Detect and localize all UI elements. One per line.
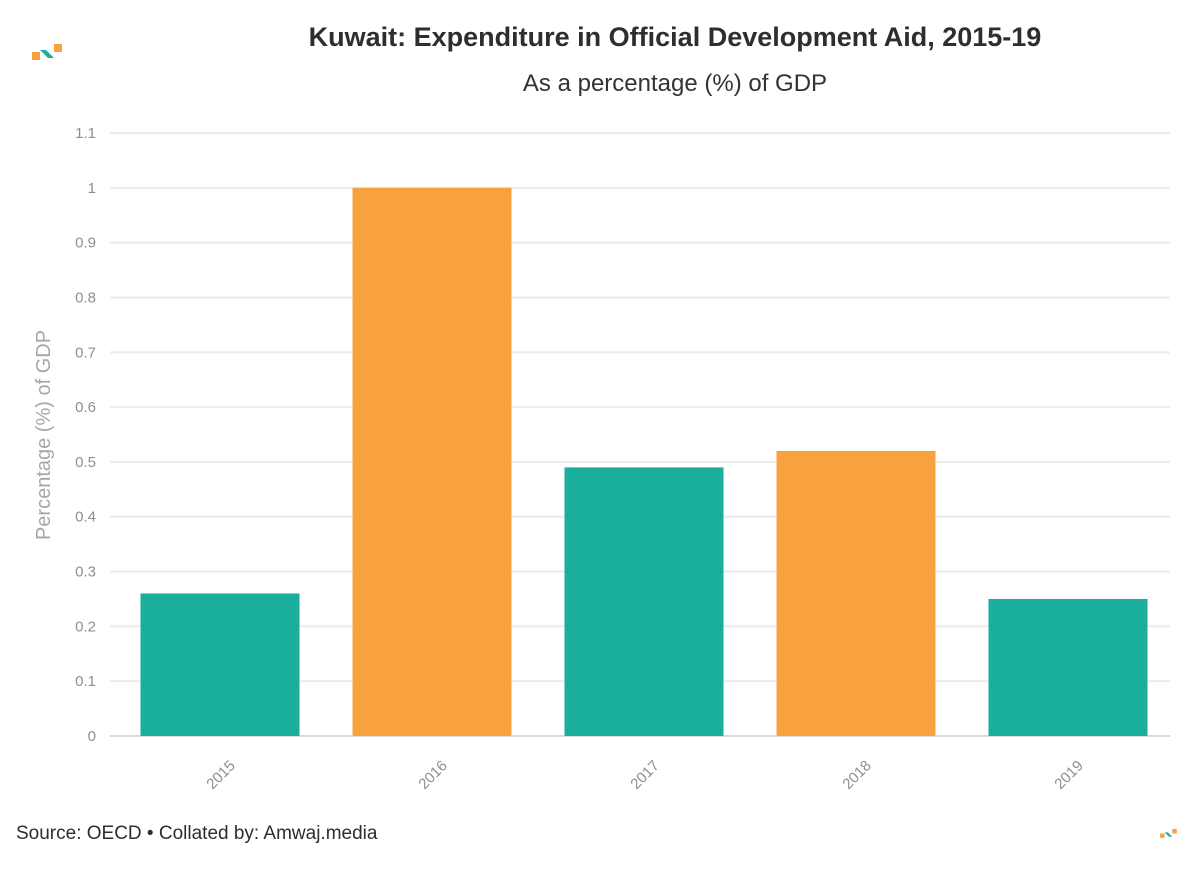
y-tick-label: 0.4	[75, 509, 96, 526]
bar-2016	[352, 187, 512, 736]
y-tick-label: 0.5	[75, 454, 96, 471]
bar-2019	[988, 598, 1148, 736]
bar-2017	[564, 467, 724, 736]
y-tick-label: 1	[88, 180, 96, 197]
bar-2015	[140, 593, 300, 736]
y-axis-ticks: 0 0.1 0.2 0.3 0.4 0.5 0.6 0.7 0.8 0.9 1 1.1	[75, 125, 96, 745]
y-tick-label: 0.2	[75, 618, 96, 635]
chart-subtitle: As a percentage (%) of GDP	[522, 70, 828, 97]
source-credit: Source: OECD • Collated by: Amwaj.media	[16, 823, 378, 844]
y-tick-label: 0.7	[75, 344, 96, 361]
x-tick-label: 2016	[415, 757, 451, 793]
y-tick-label: 0	[88, 728, 96, 745]
bars	[140, 187, 1148, 736]
chart-title: Kuwait: Expenditure in Official Developm…	[308, 22, 1042, 52]
y-tick-label: 0.9	[75, 235, 96, 252]
amwaj-logo-icon	[32, 44, 64, 67]
y-tick-label: 0.3	[75, 564, 96, 581]
y-tick-label: 0.1	[75, 673, 96, 690]
x-tick-label: 2018	[839, 757, 875, 793]
bar-2018	[776, 450, 936, 736]
amwaj-logo-small-icon	[1160, 826, 1178, 844]
y-tick-label: 0.6	[75, 399, 96, 416]
y-axis-title: Percentage (%) of GDP	[33, 330, 55, 540]
y-tick-label: 0.8	[75, 289, 96, 306]
x-tick-label: 2015	[203, 757, 239, 793]
x-axis-ticks: 2015 2016 2017 2018 2019	[203, 757, 1087, 793]
x-tick-label: 2019	[1051, 757, 1087, 793]
x-tick-label: 2017	[627, 757, 663, 793]
y-tick-label: 1.1	[75, 125, 96, 142]
